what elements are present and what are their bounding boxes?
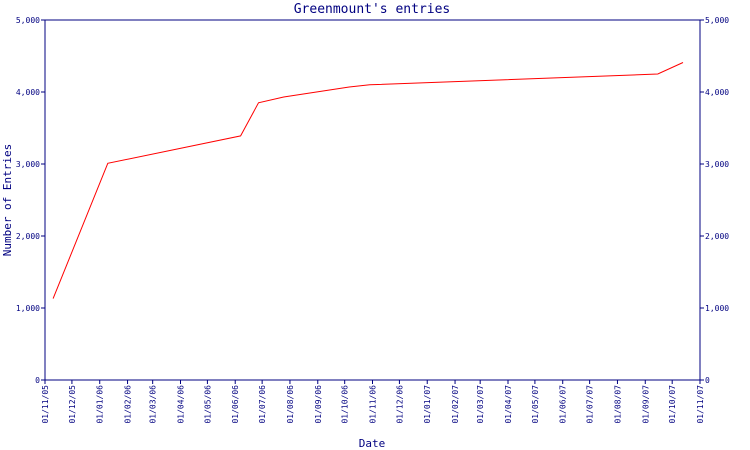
y2-tick-label: 4,000	[705, 88, 729, 97]
y-tick-label: 2,000	[16, 232, 40, 241]
x-tick-label: 01/12/05	[68, 385, 77, 424]
x-tick-label: 01/08/07	[613, 385, 622, 424]
plot-frame	[44, 19, 701, 381]
chart-title: Greenmount's entries	[294, 2, 451, 17]
x-tick-label: 01/05/07	[531, 385, 540, 424]
y-tick-label: 1,000	[16, 304, 40, 313]
x-tick-label: 01/07/07	[586, 385, 595, 424]
x-tick-label: 01/11/06	[369, 385, 378, 424]
x-tick-label: 01/11/05	[41, 385, 50, 424]
x-tick-label: 01/04/07	[504, 385, 513, 424]
x-tick-label: 01/06/07	[559, 385, 568, 424]
data-line	[52, 62, 684, 299]
y-axis-label: Number of Entries	[1, 144, 14, 257]
x-axis-label: Date	[359, 437, 386, 450]
x-tick-label: 01/09/06	[314, 385, 323, 424]
x-tick-label: 01/09/07	[641, 385, 650, 424]
x-tick-label: 01/01/06	[96, 385, 105, 424]
x-tick-label: 01/11/07	[696, 385, 705, 424]
y-tick-label: 5,000	[16, 16, 40, 25]
x-tick-label: 01/07/06	[258, 385, 267, 424]
x-tick-label: 01/08/06	[286, 385, 295, 424]
y2-tick-label: 0	[705, 376, 710, 385]
x-tick-label: 01/01/07	[423, 385, 432, 424]
y2-tick-label: 3,000	[705, 160, 729, 169]
y2-tick-label: 1,000	[705, 304, 729, 313]
x-tick-label: 01/10/06	[341, 385, 350, 424]
x-tick-label: 01/10/07	[668, 385, 677, 424]
y-tick-label: 3,000	[16, 160, 40, 169]
y2-tick-label: 2,000	[705, 232, 729, 241]
x-tick-label: 01/04/06	[176, 385, 185, 424]
x-tick-label: 01/06/06	[231, 385, 240, 424]
x-tick-label: 01/02/07	[451, 385, 460, 424]
y-tick-label: 4,000	[16, 88, 40, 97]
x-tick-label: 01/03/07	[476, 385, 485, 424]
x-tick-label: 01/05/06	[203, 385, 212, 424]
y-tick-label: 0	[35, 376, 40, 385]
x-tick-label: 01/03/06	[149, 385, 158, 424]
y2-tick-label: 5,000	[705, 16, 729, 25]
x-tick-label: 01/02/06	[124, 385, 133, 424]
x-tick-label: 01/12/06	[395, 385, 404, 424]
